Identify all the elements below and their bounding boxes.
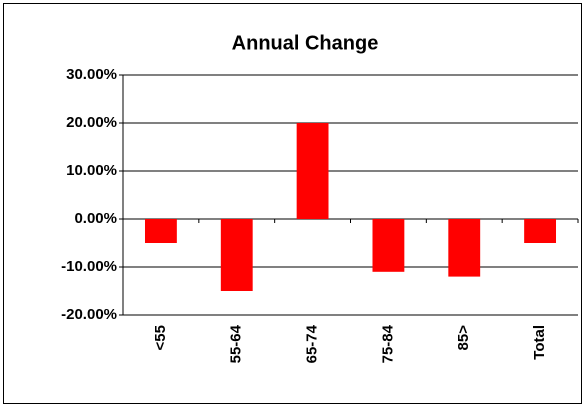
x-tick-label: 55-64 [228, 324, 245, 363]
x-tick-label: 75-84 [379, 324, 396, 363]
chart-title: Annual Change [232, 32, 379, 54]
x-tick-label: Total [531, 325, 548, 360]
x-tick-label: 65-74 [304, 324, 321, 363]
y-tick-label: 10.00% [66, 162, 117, 179]
x-tick-label: <55 [152, 325, 169, 350]
bar [524, 219, 557, 243]
x-tick-label: 85> [455, 325, 472, 351]
bar [220, 219, 253, 291]
y-tick-label: 0.00% [74, 210, 117, 227]
chart-frame [3, 3, 582, 404]
bar [448, 219, 481, 277]
bar [296, 123, 329, 219]
bar [372, 219, 405, 272]
y-tick-label: 20.00% [66, 114, 117, 131]
bar [144, 219, 177, 243]
y-tick-label: -10.00% [61, 258, 117, 275]
y-tick-label: -20.00% [61, 306, 117, 323]
y-tick-label: 30.00% [66, 66, 117, 83]
